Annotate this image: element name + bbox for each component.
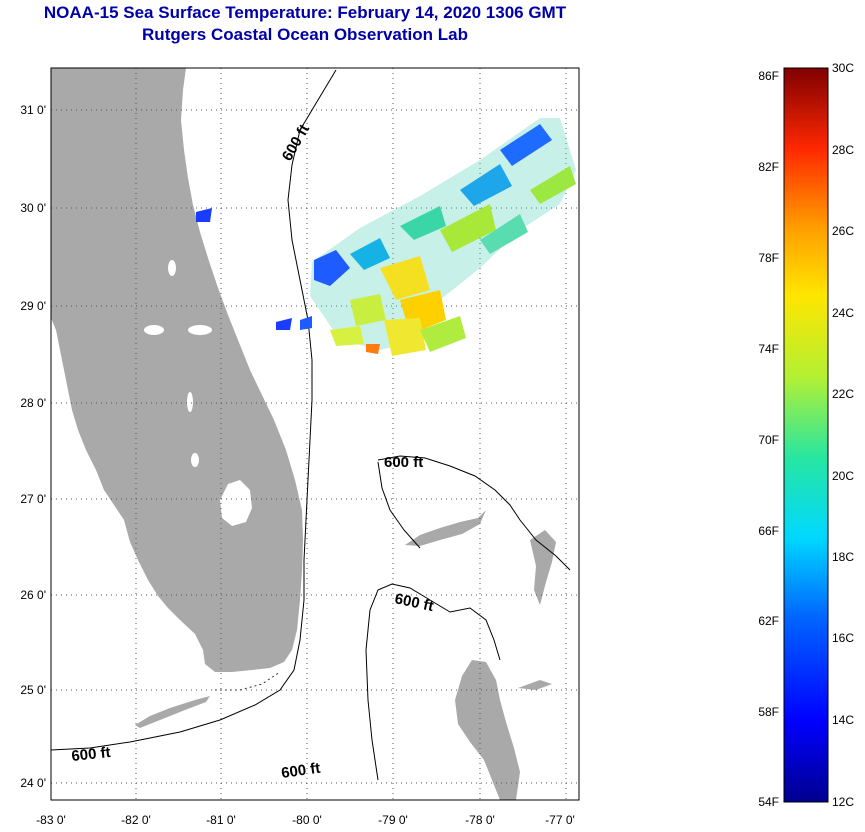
contour-label: 600 ft [71, 744, 112, 765]
inland-lake [188, 325, 212, 335]
lat-label: 31 0' [20, 103, 46, 117]
lat-label: 27 0' [20, 492, 46, 506]
colorbar-c-label: 12C [832, 795, 854, 809]
colorbar-c-label: 30C [832, 61, 854, 75]
colorbar-c-label: 22C [832, 387, 854, 401]
lat-label: 26 0' [20, 588, 46, 602]
contour-label: 600 ft [384, 454, 423, 471]
grand-bahama [405, 510, 486, 546]
lon-label: -82 0' [121, 813, 151, 827]
florida-keys [215, 671, 281, 691]
contour-label: 600 ft [280, 760, 321, 782]
florida-keys [135, 696, 210, 728]
colorbar-f-label: 74F [758, 342, 779, 356]
colorbar [783, 67, 829, 803]
colorbar-c-label: 20C [832, 469, 854, 483]
map-title: NOAA-15 Sea Surface Temperature: Februar… [43, 3, 567, 22]
bimini-islands [518, 680, 552, 690]
colorbar-c-label: 28C [832, 143, 854, 157]
lat-label: 25 0' [20, 683, 46, 697]
inland-lake [168, 260, 176, 276]
lon-label: -77 0' [545, 813, 575, 827]
colorbar-f-label: 78F [758, 251, 779, 265]
map-frame [50, 67, 580, 801]
colorbar-f-label: 58F [758, 705, 779, 719]
andros [455, 660, 520, 800]
graticule [51, 68, 579, 800]
colorbar-c-label: 18C [832, 550, 854, 564]
lake-okeechobee [220, 480, 252, 526]
colorbar-f-label: 62F [758, 614, 779, 628]
colorbar-f-label: 82F [758, 160, 779, 174]
colorbar-f-label: 54F [758, 795, 779, 809]
sst-swath [196, 118, 576, 356]
lat-label: 30 0' [20, 201, 46, 215]
lon-label: -80 0' [292, 813, 322, 827]
colorbar-f-label: 66F [758, 524, 779, 538]
lon-label: -79 0' [378, 813, 408, 827]
abaco [530, 530, 556, 605]
colorbar-c-label: 26C [832, 224, 854, 238]
lon-label: -83 0' [36, 813, 66, 827]
inland-lake [144, 325, 164, 335]
inland-lake [191, 453, 199, 467]
lon-label: -78 0' [465, 813, 495, 827]
fahrenheit-ticks: 86F 82F 78F 74F 70F 66F 62F 58F 54F [758, 69, 779, 809]
inland-lake [187, 392, 193, 412]
lon-label: -81 0' [206, 813, 236, 827]
colorbar-c-label: 24C [832, 306, 854, 320]
celsius-ticks: 30C 28C 26C 24C 22C 20C 18C 16C 14C 12C [832, 61, 854, 809]
colorbar-c-label: 16C [832, 631, 854, 645]
map-subtitle: Rutgers Coastal Ocean Observation Lab [142, 25, 468, 44]
isobath-600ft [51, 69, 571, 781]
lat-label: 24 0' [20, 776, 46, 790]
colorbar-c-label: 14C [832, 713, 854, 727]
colorbar-f-label: 70F [758, 433, 779, 447]
lat-label: 28 0' [20, 396, 46, 410]
colorbar-f-label: 86F [758, 69, 779, 83]
lat-label: 29 0' [20, 299, 46, 313]
